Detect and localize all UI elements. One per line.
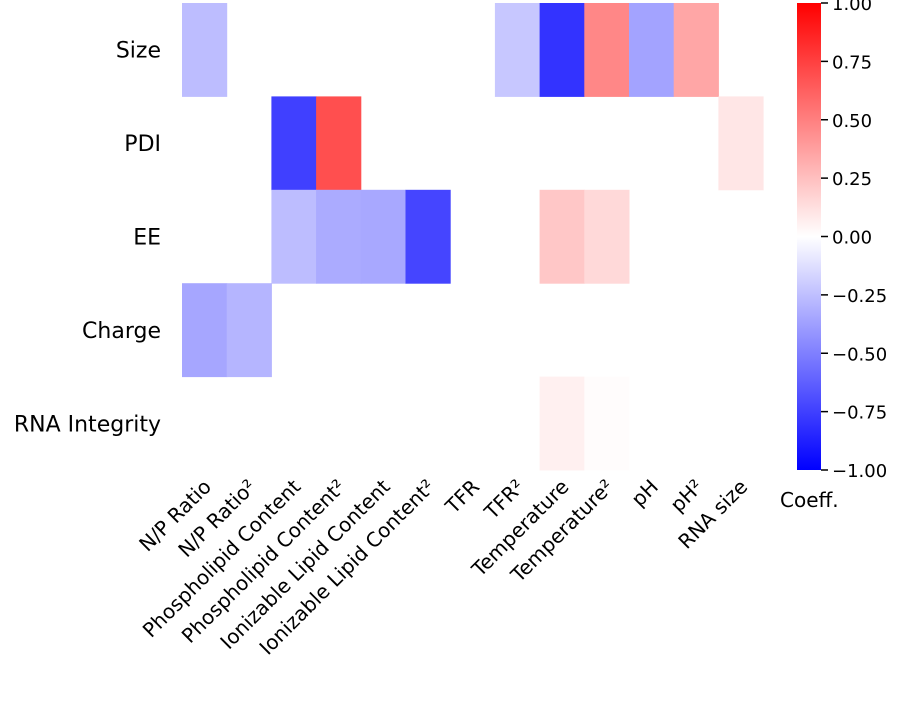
colorbar-gradient bbox=[797, 3, 821, 470]
heatmap-cell bbox=[673, 3, 719, 97]
heatmap-cell bbox=[584, 189, 630, 284]
colorbar-tick-label: 0.75 bbox=[832, 52, 872, 73]
heatmap-cell bbox=[584, 376, 630, 471]
heatmap-cell bbox=[182, 283, 228, 378]
heatmap-cell bbox=[271, 189, 317, 284]
heatmap-cell bbox=[226, 283, 272, 378]
heatmap-cell bbox=[316, 189, 362, 284]
colorbar-tick-label: −1.00 bbox=[832, 461, 887, 482]
colorbar-tick-label: 1.00 bbox=[832, 0, 872, 15]
row-label: EE bbox=[133, 226, 161, 251]
colorbar-tick-label: −0.25 bbox=[832, 286, 887, 307]
heatmap-cell bbox=[271, 96, 317, 191]
heatmap-cell bbox=[360, 189, 406, 284]
heatmap-cell bbox=[539, 3, 585, 97]
colorbar-tick-label: 0.25 bbox=[832, 169, 872, 190]
heatmap-cell bbox=[718, 96, 764, 191]
heatmap-cell bbox=[182, 3, 228, 97]
colorbar-tick-label: −0.50 bbox=[832, 344, 887, 365]
row-label: RNA Integrity bbox=[14, 412, 161, 437]
colorbar-tick-label: −0.75 bbox=[832, 403, 887, 424]
heatmap-cell bbox=[629, 3, 675, 97]
heatmap-cells bbox=[182, 3, 764, 471]
heatmap-cell bbox=[405, 189, 451, 284]
heatmap-cell bbox=[539, 189, 585, 284]
heatmap-cell bbox=[494, 3, 541, 97]
row-label: Size bbox=[116, 39, 161, 64]
colorbar: 1.00 0.75 0.50 0.25 0.00 −0.25 −0.50 −0.75 −1.00… bbox=[780, 0, 887, 512]
column-label: pH bbox=[626, 475, 663, 512]
colorbar-label: Coeff. bbox=[780, 488, 839, 512]
row-label: Charge bbox=[82, 319, 161, 344]
colorbar-tick-label: 0.00 bbox=[832, 228, 872, 249]
colorbar-tick-label: 0.50 bbox=[832, 111, 872, 132]
row-labels: Size PDI EE Charge RNA Integrity bbox=[14, 39, 161, 438]
heatmap-cell bbox=[584, 3, 630, 97]
heatmap-cell bbox=[316, 96, 362, 191]
row-label: PDI bbox=[124, 132, 161, 157]
column-label: TFR bbox=[440, 474, 484, 518]
heatmap-cell bbox=[539, 376, 585, 471]
